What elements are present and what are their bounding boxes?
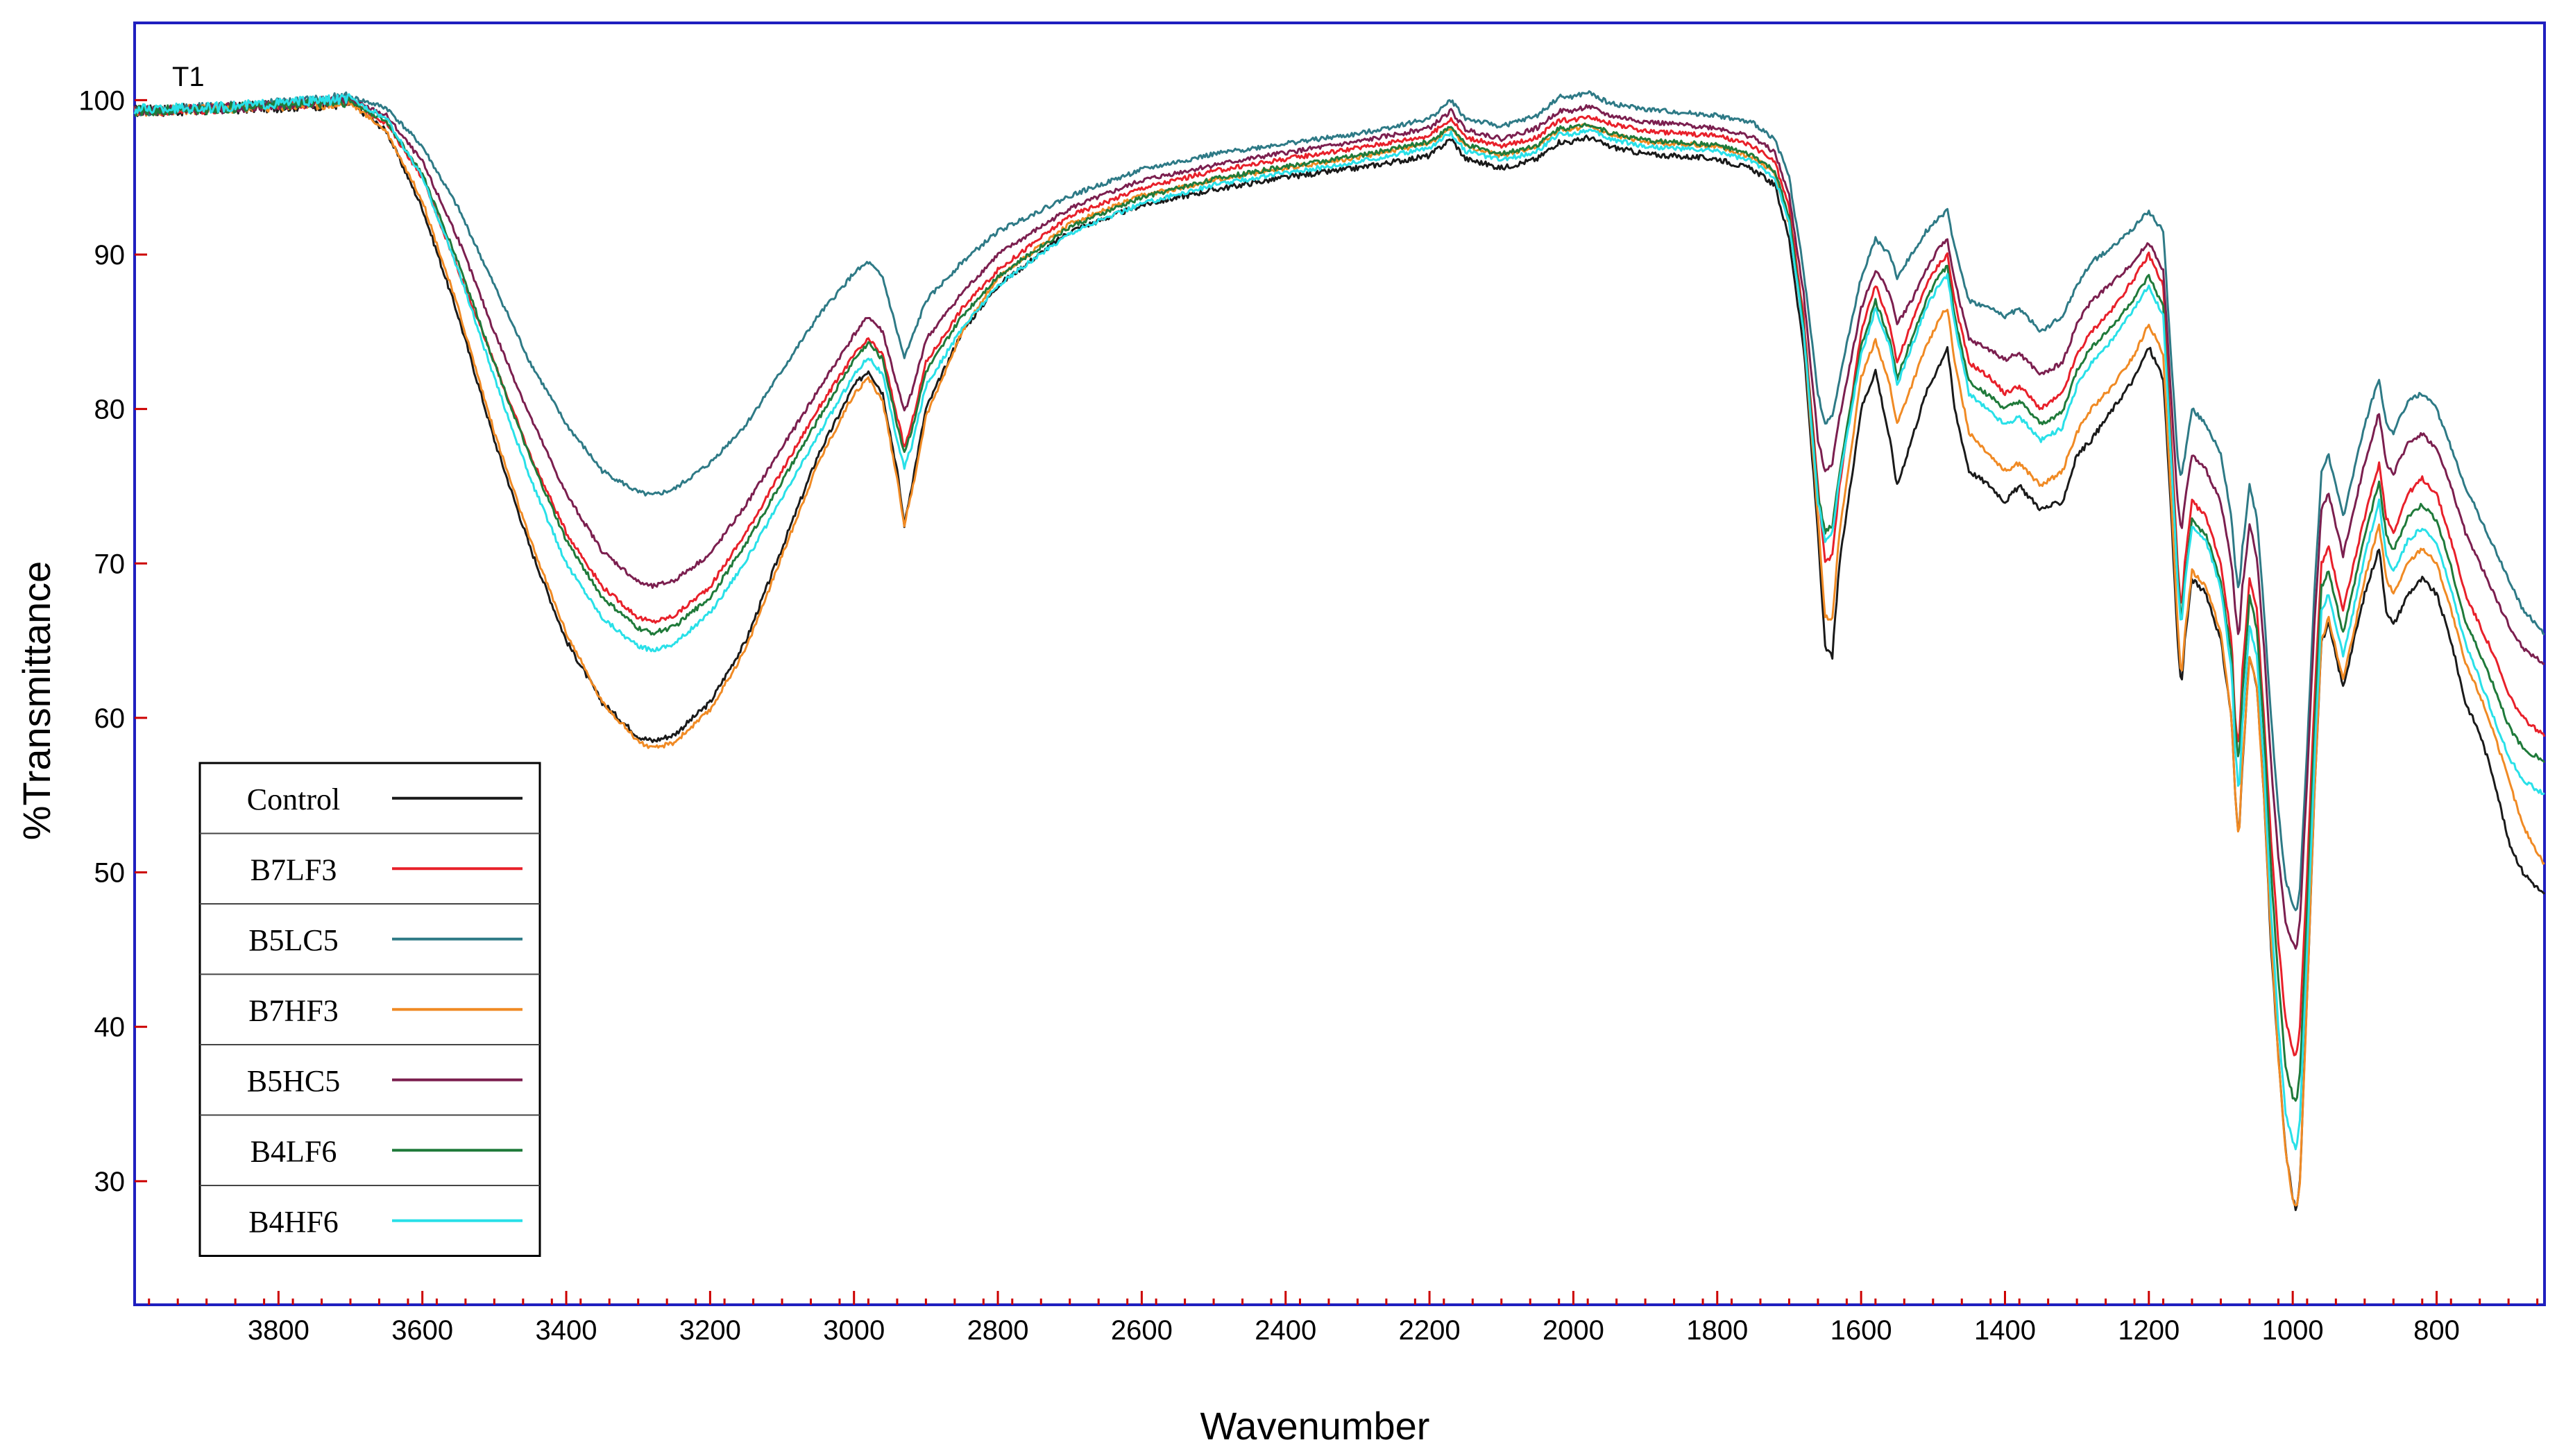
x-tick-label: 1400 [1974, 1315, 2036, 1346]
legend-label: Control [247, 782, 340, 816]
x-tick-label: 1800 [1686, 1315, 1748, 1346]
x-tick-label: 2800 [967, 1315, 1029, 1346]
y-tick-label: 80 [94, 395, 126, 425]
y-tick-label: 50 [94, 858, 126, 889]
x-tick-label: 1000 [2262, 1315, 2324, 1346]
x-tick-label: 2400 [1255, 1315, 1316, 1346]
legend-label: B4HF6 [248, 1205, 339, 1239]
series-line-b4lf6 [134, 97, 2546, 1102]
legend-label: B7HF3 [248, 993, 339, 1027]
legend-label: B5HC5 [247, 1064, 340, 1098]
series-line-control [134, 97, 2546, 1211]
x-tick-label: 1600 [1830, 1315, 1892, 1346]
x-axis-label: Wavenumber [1200, 1404, 1430, 1448]
y-tick-label: 40 [94, 1012, 126, 1043]
y-tick-label: 30 [94, 1167, 126, 1197]
panel-label: T1 [172, 62, 205, 92]
legend: Control B7LF3 B5LC5 B7HF3 B5HC5 B4LF6 B4HF6 [198, 762, 541, 1257]
series-lines [133, 90, 2546, 1211]
x-tick-label: 2200 [1399, 1315, 1461, 1346]
y-axis-ticks: 30 40 50 60 70 80 90 100 [78, 85, 147, 1197]
x-tick-label: 2000 [1543, 1315, 1604, 1346]
series-line-b5hc5 [133, 95, 2545, 950]
legend-label: B7LF3 [250, 853, 337, 887]
y-tick-label: 100 [78, 85, 125, 116]
x-tick-label: 3600 [391, 1315, 453, 1346]
series-line-b5lc5 [133, 90, 2545, 911]
x-tick-label: 2600 [1111, 1315, 1173, 1346]
x-tick-label: 1200 [2118, 1315, 2180, 1346]
legend-label: B5LC5 [248, 923, 339, 957]
x-tick-label: 3800 [248, 1315, 309, 1346]
x-tick-label: 800 [2413, 1315, 2460, 1346]
y-tick-label: 60 [94, 703, 126, 734]
y-axis-label: %Transmittance [15, 561, 58, 841]
x-tick-label: 3000 [823, 1315, 885, 1346]
x-axis-ticks: 3800 3600 3400 3200 3000 2800 2600 2400 2200 2000… [148, 1291, 2539, 1346]
y-tick-label: 70 [94, 549, 126, 579]
legend-label: B4LF6 [250, 1134, 337, 1168]
y-tick-label: 90 [94, 240, 126, 271]
x-tick-label: 3200 [679, 1315, 741, 1346]
x-tick-label: 3400 [536, 1315, 597, 1346]
series-line-b4hf6 [133, 93, 2545, 1151]
